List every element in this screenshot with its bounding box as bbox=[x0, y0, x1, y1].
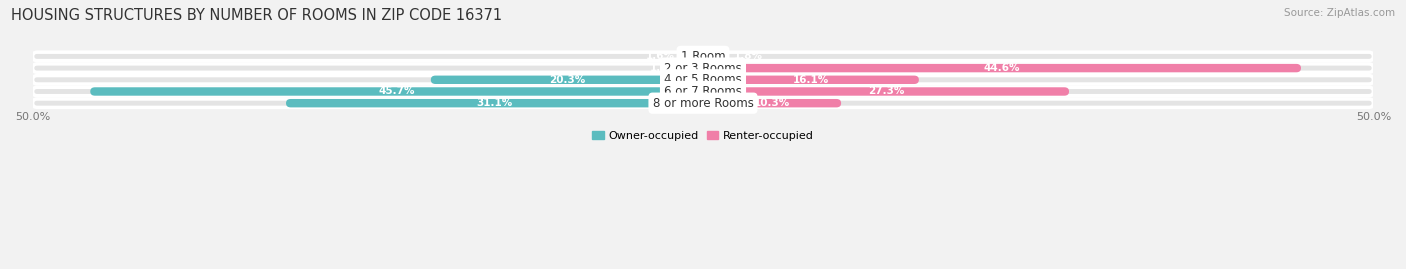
FancyBboxPatch shape bbox=[90, 87, 703, 96]
Text: 1.6%: 1.6% bbox=[645, 51, 675, 61]
Text: 31.1%: 31.1% bbox=[477, 98, 513, 108]
Text: 1.3%: 1.3% bbox=[650, 63, 679, 73]
Text: 1.8%: 1.8% bbox=[734, 51, 763, 61]
Text: 44.6%: 44.6% bbox=[984, 63, 1021, 73]
Legend: Owner-occupied, Renter-occupied: Owner-occupied, Renter-occupied bbox=[592, 131, 814, 141]
Text: 45.7%: 45.7% bbox=[378, 87, 415, 97]
FancyBboxPatch shape bbox=[703, 52, 727, 61]
Text: Source: ZipAtlas.com: Source: ZipAtlas.com bbox=[1284, 8, 1395, 18]
FancyBboxPatch shape bbox=[703, 76, 920, 84]
Text: HOUSING STRUCTURES BY NUMBER OF ROOMS IN ZIP CODE 16371: HOUSING STRUCTURES BY NUMBER OF ROOMS IN… bbox=[11, 8, 502, 23]
FancyBboxPatch shape bbox=[703, 99, 841, 107]
Text: 10.3%: 10.3% bbox=[754, 98, 790, 108]
Text: 6 or 7 Rooms: 6 or 7 Rooms bbox=[664, 85, 742, 98]
Text: 27.3%: 27.3% bbox=[868, 87, 904, 97]
Text: 20.3%: 20.3% bbox=[548, 75, 585, 85]
Text: 1 Room: 1 Room bbox=[681, 50, 725, 63]
FancyBboxPatch shape bbox=[32, 99, 1374, 107]
Text: 2 or 3 Rooms: 2 or 3 Rooms bbox=[664, 62, 742, 75]
FancyBboxPatch shape bbox=[703, 87, 1069, 96]
FancyBboxPatch shape bbox=[703, 64, 1301, 72]
FancyBboxPatch shape bbox=[32, 87, 1374, 96]
FancyBboxPatch shape bbox=[430, 76, 703, 84]
FancyBboxPatch shape bbox=[32, 64, 1374, 72]
FancyBboxPatch shape bbox=[32, 76, 1374, 84]
FancyBboxPatch shape bbox=[682, 52, 703, 61]
FancyBboxPatch shape bbox=[32, 52, 1374, 61]
FancyBboxPatch shape bbox=[285, 99, 703, 107]
Text: 4 or 5 Rooms: 4 or 5 Rooms bbox=[664, 73, 742, 86]
FancyBboxPatch shape bbox=[686, 64, 703, 72]
Text: 16.1%: 16.1% bbox=[793, 75, 830, 85]
Text: 8 or more Rooms: 8 or more Rooms bbox=[652, 97, 754, 110]
